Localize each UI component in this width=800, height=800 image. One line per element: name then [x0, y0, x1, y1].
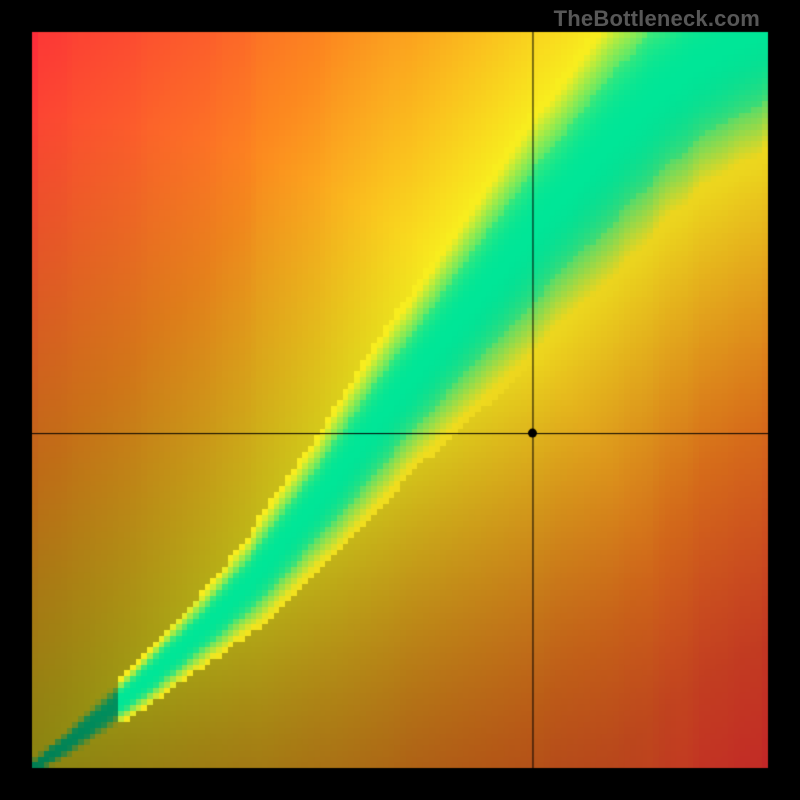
chart-container: TheBottleneck.com	[0, 0, 800, 800]
bottleneck-heatmap	[0, 0, 800, 800]
watermark-text: TheBottleneck.com	[554, 6, 760, 32]
